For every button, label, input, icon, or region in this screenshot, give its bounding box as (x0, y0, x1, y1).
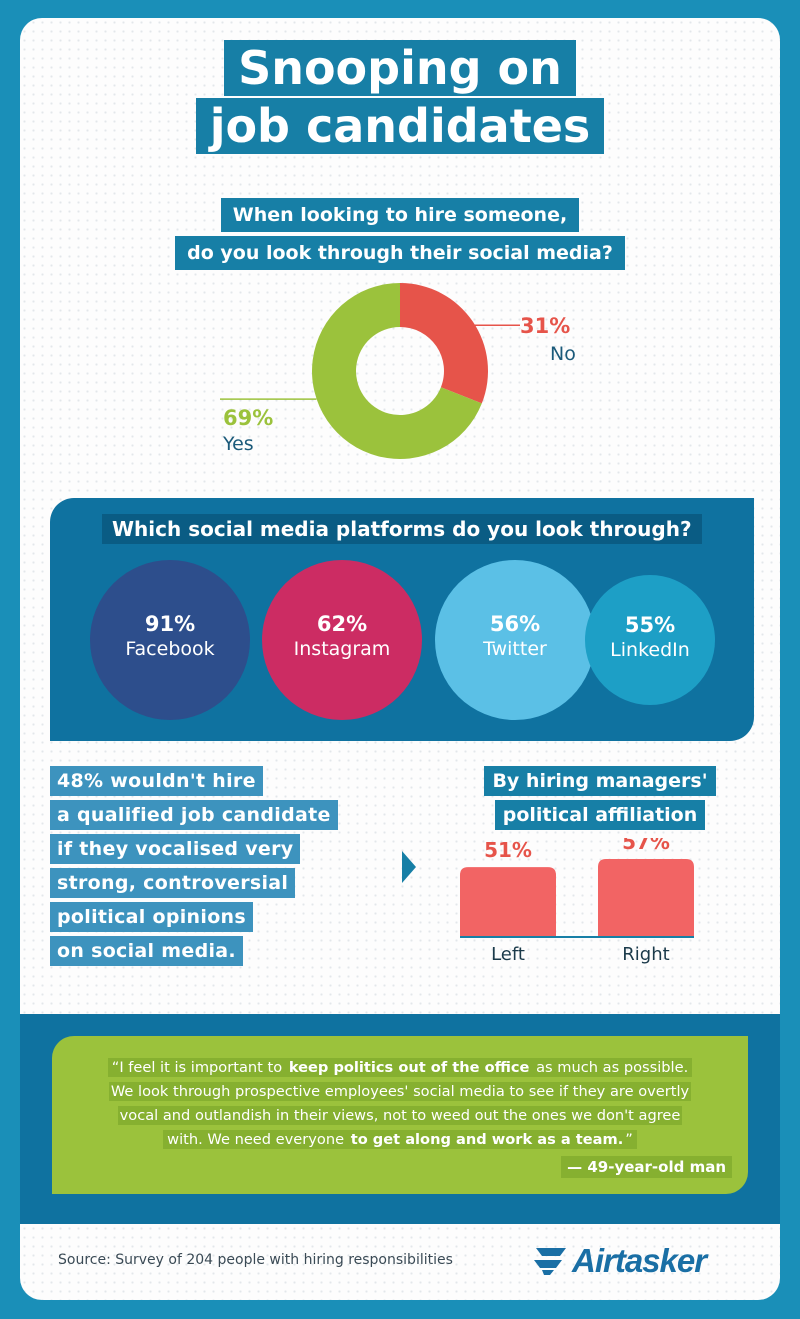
title: Snooping on job candidates (20, 40, 780, 156)
quote-part: “I feel it is important to (109, 1058, 289, 1077)
question-1: When looking to hire someone, do you loo… (20, 198, 780, 274)
bar-right (598, 859, 694, 936)
title-line-1: Snooping on (224, 40, 576, 96)
infographic-card: Snooping on job candidates When looking … (20, 18, 780, 1300)
political-heading-line-1: By hiring managers' (484, 766, 716, 796)
instagram-label: Instagram (293, 638, 391, 660)
linkedin-circle: 55% LinkedIn (585, 575, 715, 705)
quote-part: with. We need everyone (165, 1130, 351, 1149)
donut-slice-yes (312, 283, 482, 459)
political-heading-line-2: political affiliation (494, 800, 706, 830)
linkedin-percent: 55% (624, 613, 676, 637)
political-heading: By hiring managers' political affiliatio… (450, 766, 750, 834)
quote-band: “I feel it is important to keep politics… (20, 1014, 780, 1224)
quote-part: as much as possible. (529, 1058, 691, 1077)
bar-value-label: 57% (622, 838, 670, 854)
bar-category-label: Right (622, 944, 669, 965)
twitter-label: Twitter (483, 638, 547, 660)
stat-line: political opinions (50, 902, 253, 932)
arrow-right-icon (402, 851, 416, 883)
quote-part: ” (623, 1130, 635, 1149)
quote-line: vocal and outlandish in their views, not… (117, 1106, 683, 1125)
donut-chart (220, 283, 520, 459)
bar-category-label: Left (491, 944, 525, 965)
source-note: Source: Survey of 204 people with hiring… (58, 1252, 453, 1268)
stat-line: on social media. (50, 936, 243, 966)
no-label: No (550, 343, 576, 365)
question-1-line-1: When looking to hire someone, (220, 198, 580, 232)
twitter-percent: 56% (489, 612, 541, 636)
bar-value-label: 51% (484, 838, 532, 862)
quote-emphasis: to get along and work as a team. (350, 1131, 624, 1148)
no-percent: 31% (520, 314, 571, 338)
platforms-question: Which social media platforms do you look… (102, 514, 702, 544)
stat-line: a qualified job candidate (50, 800, 338, 830)
facebook-percent: 91% (144, 612, 196, 636)
quote-box: “I feel it is important to keep politics… (52, 1036, 748, 1194)
stat-block: 48% wouldn't hire a qualified job candid… (50, 766, 390, 970)
political-bar-chart: 51% Left 57% Right (460, 838, 694, 965)
quote-text: “I feel it is important to keep politics… (68, 1056, 732, 1152)
quote-author: — 49-year-old man (561, 1156, 732, 1178)
twitter-circle: 56% Twitter (435, 560, 595, 720)
linkedin-label: LinkedIn (610, 639, 690, 661)
quote-emphasis: keep politics out of the office (288, 1059, 530, 1076)
platforms-panel: Which social media platforms do you look… (50, 498, 754, 741)
donut-slice-no (400, 283, 488, 404)
yes-label: Yes (223, 433, 254, 455)
airtasker-logo-icon (534, 1248, 566, 1275)
instagram-circle: 62% Instagram (262, 560, 422, 720)
question-1-line-2: do you look through their social media? (175, 236, 625, 270)
facebook-label: Facebook (125, 638, 215, 660)
stat-line: if they vocalised very (50, 834, 301, 864)
instagram-percent: 62% (316, 612, 368, 636)
title-line-2: job candidates (195, 98, 605, 154)
quote-line: We look through prospective employees' s… (108, 1082, 692, 1101)
bar-left (460, 867, 556, 936)
facebook-circle: 91% Facebook (90, 560, 250, 720)
yes-percent: 69% (223, 406, 274, 430)
stat-line: 48% wouldn't hire (50, 766, 263, 796)
logo-text: Airtasker (572, 1242, 707, 1279)
stat-line: strong, controversial (50, 868, 296, 898)
